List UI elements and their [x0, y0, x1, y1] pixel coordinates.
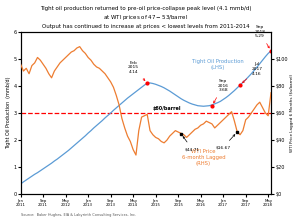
Text: Jul
2017
4.16: Jul 2017 4.16 — [243, 62, 262, 83]
Text: Sep
2016
3.68: Sep 2016 3.68 — [214, 79, 229, 103]
Text: Sep
2018
5.29: Sep 2018 5.29 — [254, 25, 269, 48]
Y-axis label: Tight Oil Production  (mmb/d): Tight Oil Production (mmb/d) — [6, 77, 10, 149]
Text: Tight Oil Production
(LHS): Tight Oil Production (LHS) — [192, 59, 243, 70]
Text: $60/barrel: $60/barrel — [153, 106, 181, 111]
Y-axis label: WTI Price Lagged 6 Months ($s/barrel): WTI Price Lagged 6 Months ($s/barrel) — [290, 74, 294, 152]
Text: $16.67: $16.67 — [216, 135, 235, 149]
Text: Source:  Baker Hughes, EIA & Labyrinth Consulting Services, Inc.: Source: Baker Hughes, EIA & Labyrinth Co… — [21, 213, 136, 217]
Text: Feb
2015
4.14: Feb 2015 4.14 — [128, 61, 145, 81]
Title: Tight oil production returned to pre-oil price-collapse peak level (4.1 mmb/d)
a: Tight oil production returned to pre-oil… — [40, 6, 252, 29]
Text: $44.71: $44.71 — [183, 137, 200, 151]
Text: WTI Price
6-month Lagged
(RHS): WTI Price 6-month Lagged (RHS) — [182, 149, 225, 166]
